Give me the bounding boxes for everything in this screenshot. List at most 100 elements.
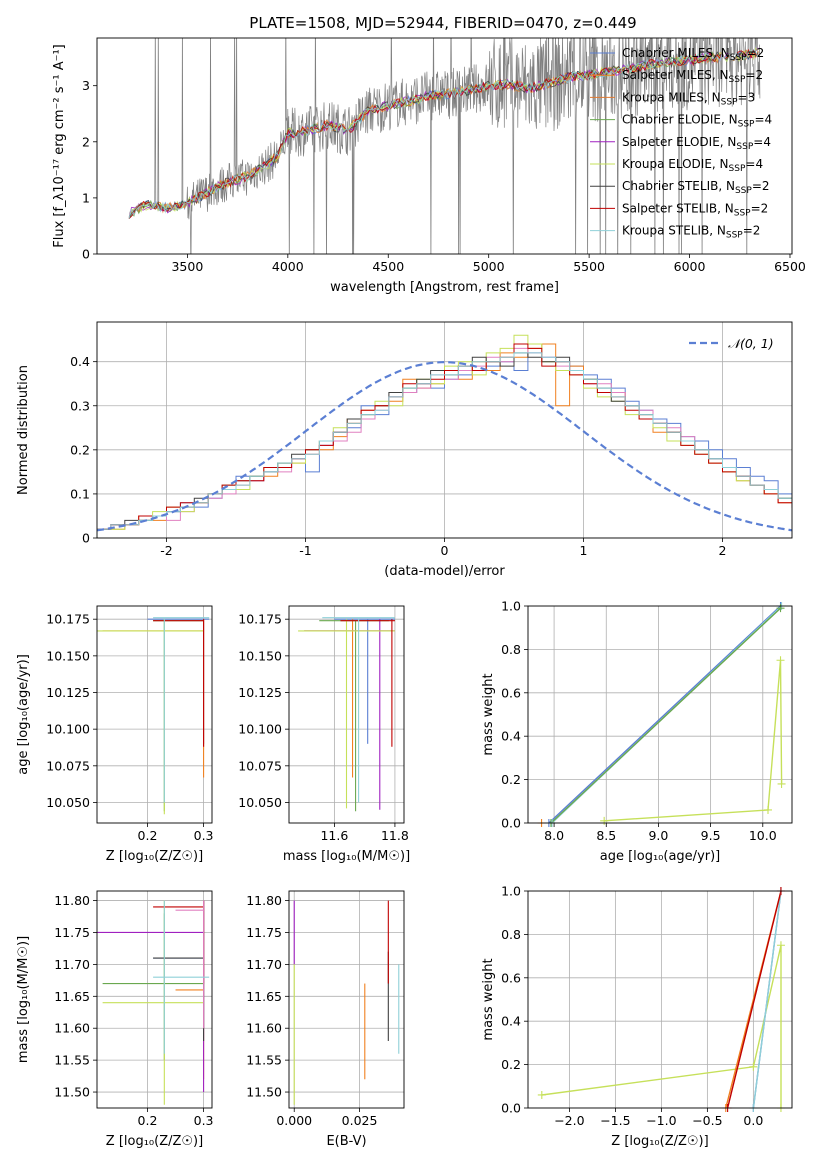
x-tick-label: 0.025 (342, 1113, 378, 1128)
axes-frame (96, 321, 793, 539)
y-tick-label: 11.55 (54, 1053, 90, 1068)
panel-mass_weight_vs_age: 8.0 8.5 9.0 9.5 10.0 0.0 0.2 0.4 0.6 0.8 1.0 age [l… (481, 599, 793, 864)
y-tick-label: 10.175 (238, 612, 282, 627)
legend-sub: SSP (726, 231, 743, 241)
y-tick-label: 11.75 (246, 925, 282, 940)
x-tick-label: 6500 (774, 259, 806, 274)
x-tick-label: 0.2 (138, 1113, 158, 1128)
axes-frame (288, 605, 405, 824)
errorbar-point (97, 619, 204, 815)
weight-line (726, 891, 782, 1108)
x-axis-label: (data-model)/error (384, 564, 505, 579)
x-tick-label: 9.5 (701, 828, 721, 843)
histogram-series (97, 352, 792, 538)
x-tick-label: −1.0 (646, 1113, 676, 1128)
panel-residuals: -2 -1 0 1 2 0 0.1 0.2 0.3 0.4 (data-model)/error No… (16, 321, 793, 579)
y-tick-label: 10.075 (46, 758, 90, 773)
y-tick-label: 11.50 (54, 1085, 90, 1100)
x-tick-label: 2 (719, 543, 727, 558)
y-tick-label: 0.0 (501, 1101, 521, 1116)
y-tick-label: 10.050 (46, 795, 90, 810)
x-tick-label: 4500 (372, 259, 404, 274)
legend-suffix: =2 (751, 201, 769, 215)
legend-label: 𝒩(0, 1) (728, 336, 774, 351)
legend-sub: SSP (738, 120, 755, 130)
y-tick-label: 0.6 (501, 685, 521, 700)
plot-area (528, 606, 792, 823)
legend-label: Salpeter STELIB, N (622, 201, 734, 215)
y-tick-label: 0.1 (70, 486, 90, 501)
histogram-series (97, 352, 792, 538)
x-tick-label: 0.2 (138, 828, 158, 843)
axes-frame (96, 37, 793, 255)
panel-mass_vs_Z: 0.2 0.3 11.50 11.55 11.60 11.65 11.70 11.75 11.8… (16, 890, 214, 1149)
x-axis-label: mass [log₁₀(M/M☉)] (283, 849, 410, 864)
y-tick-label: 11.55 (246, 1053, 282, 1068)
x-tick-label: 10.0 (749, 828, 777, 843)
legend-sub: SSP (730, 53, 747, 63)
y-tick-label: 11.80 (246, 893, 282, 908)
x-tick-label: 0 (441, 543, 449, 558)
weight-marker (600, 816, 609, 825)
panel-age_vs_Z: 0.2 0.3 10.050 10.075 10.100 10.125 10.150 10.1… (16, 605, 214, 864)
y-tick-label: 10.100 (238, 722, 282, 737)
y-axis-label: Normed distribution (16, 365, 31, 495)
legend-sub: SSP (734, 208, 751, 218)
y-tick-label: 2 (82, 134, 90, 149)
histogram-series (97, 347, 792, 538)
plot-area (97, 891, 212, 1108)
x-tick-label: 11.8 (381, 828, 409, 843)
legend-sub: SSP (721, 97, 738, 107)
x-tick-label: 5500 (573, 259, 605, 274)
plot-area (97, 606, 212, 823)
x-tick-label: -1 (299, 543, 311, 558)
legend-entry: Kroupa MILES, NSSP=3 (622, 90, 755, 107)
weight-marker (777, 779, 786, 788)
y-tick-label: 11.50 (246, 1085, 282, 1100)
y-tick-label: 11.75 (54, 925, 90, 940)
x-tick-label: 4000 (272, 259, 304, 274)
legend-suffix: =3 (738, 90, 756, 104)
weight-line (541, 945, 782, 1108)
y-tick-label: 0.2 (70, 442, 90, 457)
weight-marker (776, 656, 785, 665)
errorbar-point (175, 900, 205, 1029)
y-tick-label: 11.80 (54, 893, 90, 908)
legend-entry: Chabrier STELIB, NSSP=2 (622, 179, 770, 196)
histogram-series (97, 352, 792, 538)
plot-area (289, 891, 404, 1108)
errorbar-point (153, 900, 205, 1041)
legend-label: Kroupa ELODIE, N (622, 157, 729, 171)
x-axis-label: E(B-V) (326, 1134, 366, 1149)
y-axis-label: age [log₁₀(age/yr)] (16, 654, 31, 775)
plot-area (128, 38, 761, 254)
errorbar-point (153, 617, 210, 803)
y-tick-label: 10.150 (46, 648, 90, 663)
errorbar-point (334, 618, 395, 744)
axes-frame (527, 605, 793, 824)
y-axis-label: mass [log₁₀(M/M☉)] (16, 936, 31, 1063)
y-tick-label: 10.150 (238, 648, 282, 663)
plot-area (528, 891, 792, 1108)
legend-sub: SSP (735, 186, 752, 196)
figure-title: PLATE=1508, MJD=52944, FIBERID=0470, z=0… (249, 14, 636, 32)
y-tick-label: 0.8 (501, 642, 521, 657)
y-tick-label: 11.60 (54, 1021, 90, 1036)
x-axis-label: Z [log₁₀(Z/Z☉)] (106, 849, 203, 864)
weight-line (550, 607, 781, 823)
plot-area (289, 606, 404, 823)
x-tick-label: −2.0 (554, 1113, 584, 1128)
errorbar-point (153, 900, 210, 1054)
errorbar-point (304, 619, 395, 778)
errorbar-point (340, 619, 395, 747)
y-tick-label: 1.0 (501, 599, 521, 614)
legend-suffix: =2 (745, 68, 763, 82)
errorbar-point (322, 617, 395, 803)
weight-line (752, 891, 782, 1108)
y-tick-label: 0.3 (70, 398, 90, 413)
panel-age_vs_mass: 11.6 11.8 10.050 10.075 10.100 10.125 10.150 10… (238, 605, 410, 864)
legend-entry: Salpeter ELODIE, NSSP=4 (622, 135, 771, 152)
y-tick-label: 0.6 (501, 970, 521, 985)
x-axis-label: age [log₁₀(age/yr)] (600, 849, 721, 864)
